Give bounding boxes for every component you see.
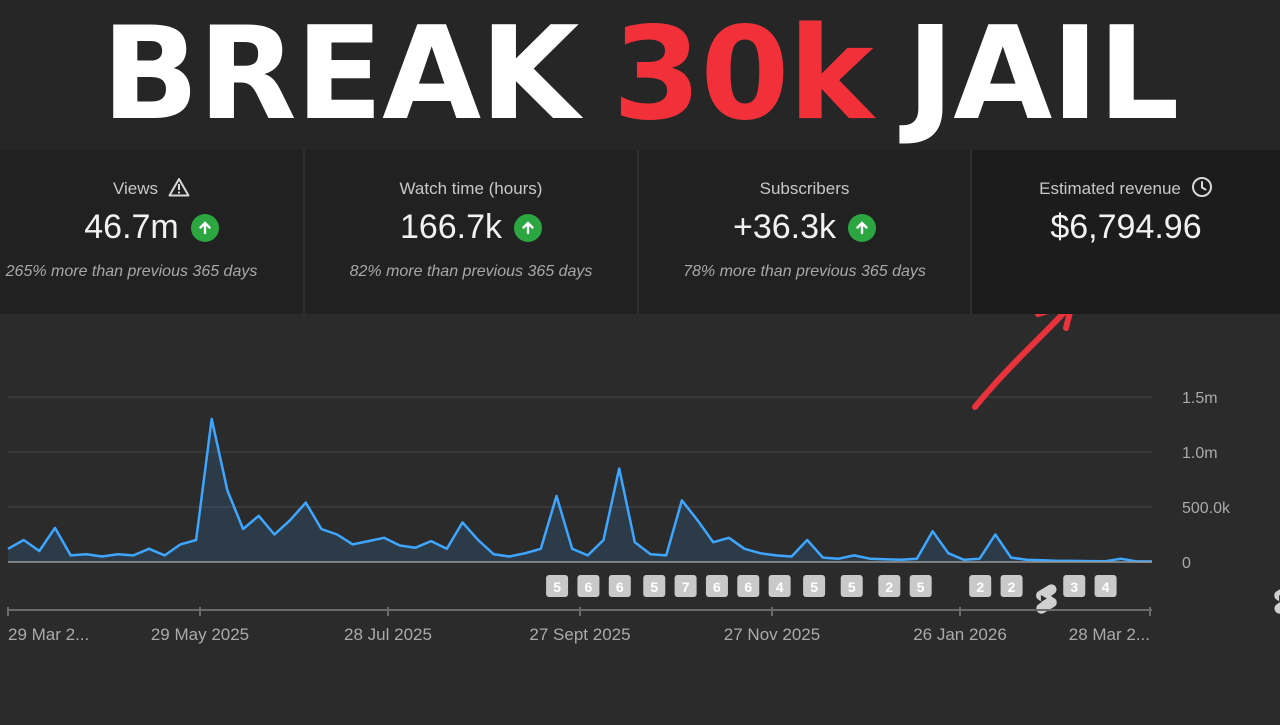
metric-label: Estimated revenue [1039,179,1181,198]
badge-label: 2 [976,579,984,595]
warning-icon[interactable] [168,177,190,202]
video-count-badge[interactable]: 6 [737,575,760,597]
x-tick-label: 29 Mar 2... [8,625,89,644]
video-count-badge[interactable]: 5 [840,575,863,597]
video-count-badge[interactable]: 2 [878,575,901,597]
badge-label: 6 [616,579,624,595]
badge-label: 6 [744,579,752,595]
clock-icon[interactable] [1191,176,1213,203]
badge-label: 4 [776,579,784,595]
x-tick-label: 28 Jul 2025 [344,625,432,644]
chart-svg: 1.5m 1.0m 500.0k 0 5 6 6 5 7 6 6 4 5 5 2 5 2 2 3 4 29 Mar … [7,301,1280,644]
chart-area-fill [8,419,1152,562]
x-tick-label: 29 May 2025 [151,625,249,644]
headline-part-1: BREAK [101,0,580,149]
metric-value: 46.7m [84,208,179,246]
metric-card-watch-time[interactable]: Watch time (hours) 166.7k 82% more than … [305,150,639,314]
badge-label: 5 [650,579,658,595]
badge-label: 7 [682,579,690,595]
y-tick-label: 500.0k [1182,500,1231,517]
metric-label: Watch time (hours) [399,179,543,198]
metric-card-subscribers[interactable]: Subscribers +36.3k 78% more than previou… [639,150,972,314]
video-count-badge[interactable]: 2 [969,575,992,597]
chart-series-line [7,417,1152,563]
y-tick-label: 0 [1182,555,1191,572]
video-count-badge[interactable]: 7 [674,575,697,597]
headline-part-3: JAIL [906,0,1180,149]
video-count-badge[interactable]: 5 [803,575,826,597]
badge-label: 3 [1070,579,1078,595]
x-tick-label: 27 Nov 2025 [724,625,820,644]
headline-highlight: 30k [612,0,873,149]
video-count-badge[interactable]: 6 [608,575,631,597]
metric-label: Subscribers [759,179,850,198]
shorts-icon[interactable] [1036,584,1057,614]
shorts-icon[interactable] [1274,584,1280,614]
badge-label: 5 [553,579,561,595]
badge-label: 4 [1102,579,1110,595]
badge-label: 2 [885,579,893,595]
y-tick-label: 1.5m [1182,390,1218,407]
metric-comparison: 82% more than previous 365 days [349,263,593,280]
views-chart: 1.5m 1.0m 500.0k 0 5 6 6 5 7 6 6 4 5 5 2 5 2 2 3 4 29 Mar … [0,301,1280,720]
trend-up-icon [848,213,877,242]
x-tick-label: 27 Sept 2025 [529,625,630,644]
metric-comparison: 78% more than previous 365 days [683,263,926,280]
video-count-badge[interactable]: 6 [705,575,728,597]
video-count-badge[interactable]: 3 [1063,575,1086,597]
metric-label: Views [112,179,159,198]
metric-value: $6,794.96 [1050,208,1202,246]
metric-value: +36.3k [732,208,837,246]
badge-label: 5 [917,579,925,595]
badge-label: 6 [713,579,721,595]
badge-label: 5 [848,579,856,595]
trend-up-icon [514,213,543,242]
badge-label: 5 [810,579,818,595]
video-count-badge[interactable]: 2 [1000,575,1023,597]
video-count-badge[interactable]: 5 [546,575,569,597]
metric-comparison: 265% more than previous 365 days [5,263,258,280]
metric-value: 166.7k [399,208,503,246]
red-arrow-annotation [972,301,1075,410]
video-count-badge[interactable]: 6 [577,575,600,597]
metric-cards: Views 46.7m 265% more than previous 365 … [0,150,1280,314]
badge-label: 2 [1008,579,1016,595]
badge-label: 6 [585,579,593,595]
x-tick-label: 28 Mar 2... [1069,625,1150,644]
video-count-badge[interactable]: 4 [768,575,791,597]
video-count-badge[interactable]: 4 [1094,575,1117,597]
metric-card-views[interactable]: Views 46.7m 265% more than previous 365 … [0,150,305,314]
thumbnail-headline: BREAK 30k JAIL [0,0,1280,150]
trend-up-icon [190,213,219,242]
video-count-badge[interactable]: 5 [909,575,932,597]
y-tick-label: 1.0m [1182,445,1218,462]
x-tick-label: 26 Jan 2026 [913,625,1007,644]
metric-card-revenue[interactable]: Estimated revenue $6,794.96 [972,150,1280,314]
video-count-badge[interactable]: 5 [643,575,666,597]
